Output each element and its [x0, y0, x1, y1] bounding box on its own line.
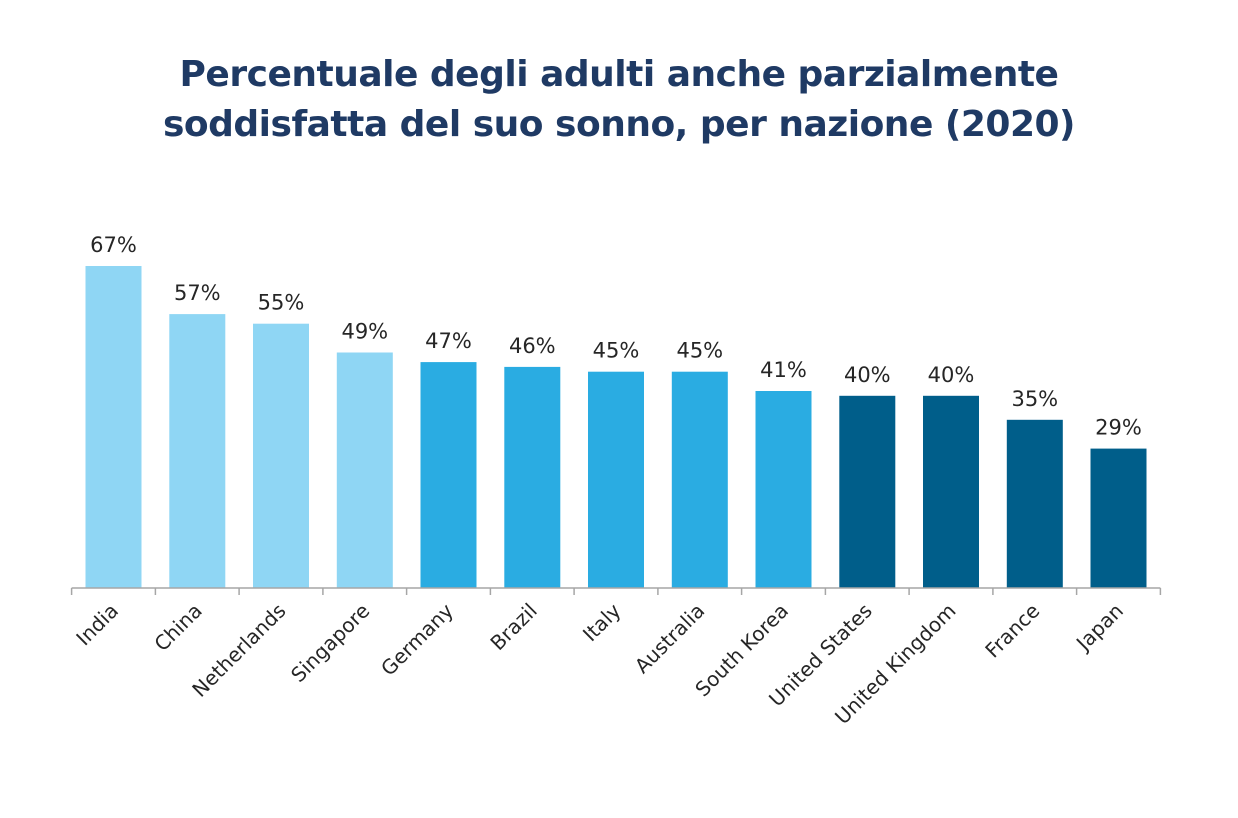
bar-netherlands	[253, 323, 309, 588]
x-tick-label-brazil: Brazil	[485, 599, 541, 655]
value-label-south-korea: 41%	[760, 358, 807, 382]
value-label-china: 57%	[174, 281, 221, 305]
bar-japan	[1090, 448, 1147, 588]
chart-title: Percentuale degli adulti anche parzialme…	[0, 50, 1238, 150]
value-label-france: 35%	[1011, 387, 1058, 411]
bar-united-states	[839, 395, 896, 588]
bar-germany	[420, 362, 477, 588]
value-label-germany: 47%	[425, 329, 472, 353]
value-label-italy: 45%	[593, 339, 640, 363]
bar-india	[85, 266, 142, 588]
x-tick-label-germany: Germany	[376, 598, 458, 680]
x-tick-label-india: India	[71, 599, 123, 651]
bar-brazil	[504, 366, 561, 588]
value-label-japan: 29%	[1095, 416, 1142, 440]
x-tick-label-china: China	[149, 599, 206, 656]
chart-title-line-2: soddisfatta del suo sonno, per nazione (…	[162, 104, 1076, 145]
bars-layer	[85, 266, 1147, 588]
x-tick-label-italy: Italy	[578, 598, 626, 646]
value-label-australia: 45%	[676, 339, 723, 363]
x-axis	[70, 587, 1162, 595]
value-label-netherlands: 55%	[258, 291, 305, 315]
value-label-united-kingdom: 40%	[928, 363, 975, 387]
bar-singapore	[336, 352, 393, 588]
x-tick-label-australia: Australia	[630, 599, 710, 679]
value-label-brazil: 46%	[509, 334, 556, 358]
value-label-united-states: 40%	[844, 363, 891, 387]
x-tick-label-france: France	[980, 599, 1044, 663]
bar-united-kingdom	[923, 395, 979, 588]
value-label-singapore: 49%	[341, 320, 388, 344]
bar-france	[1006, 419, 1063, 588]
bar-south-korea	[755, 391, 812, 588]
bar-china	[169, 314, 226, 588]
bar-australia	[671, 371, 728, 588]
value-label-india: 67%	[90, 233, 137, 257]
x-tick-label-japan: Japan	[1070, 599, 1128, 657]
value-labels-layer: 67% 57% 55% 49% 47% 46% 45% 45% 41% 40% 40% 35% 29%	[90, 233, 1142, 440]
bar-italy	[588, 371, 644, 588]
chart-title-line-1: Percentuale degli adulti anche parzialme…	[179, 54, 1059, 95]
x-tick-label-singapore: Singapore	[286, 599, 374, 687]
